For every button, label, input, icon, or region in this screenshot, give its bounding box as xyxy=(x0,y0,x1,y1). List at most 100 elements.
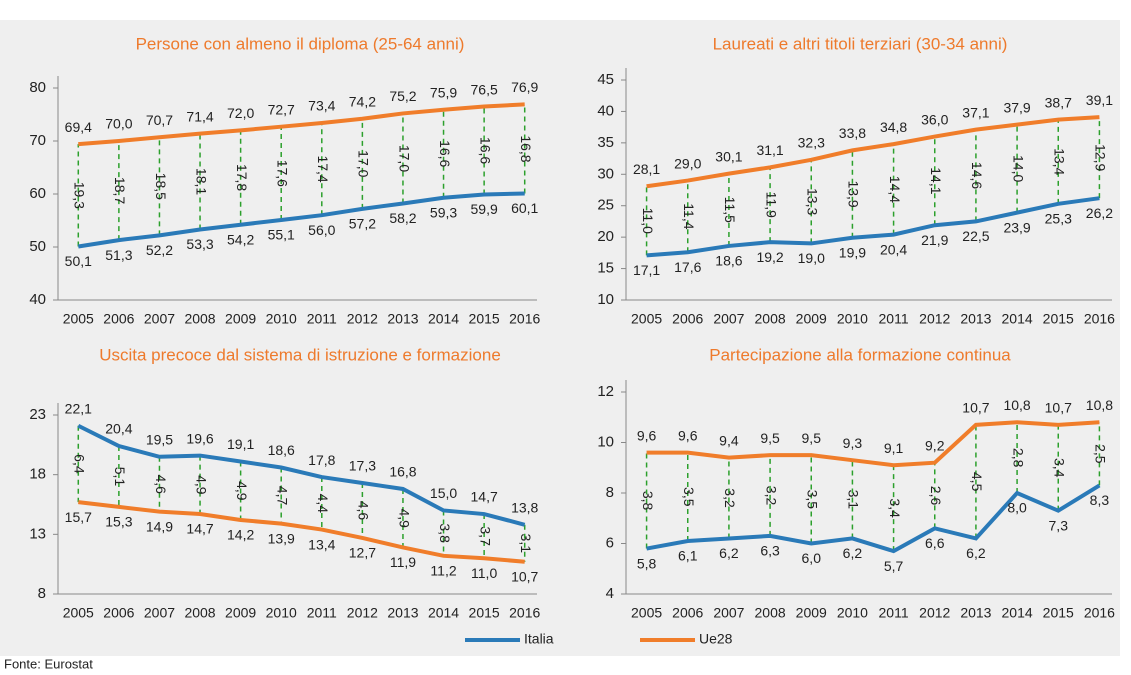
data-label: 14,7 xyxy=(186,521,213,537)
legend-label: Ue28 xyxy=(699,631,733,647)
difference-label: 3,2 xyxy=(763,486,779,506)
data-label: 59,9 xyxy=(471,201,498,217)
difference-label: 11,5 xyxy=(722,197,738,223)
x-tick-label: 2007 xyxy=(713,311,744,327)
difference-label: 13,4 xyxy=(1052,148,1068,175)
difference-label: 17,0 xyxy=(396,145,412,172)
data-label: 13,9 xyxy=(268,530,295,546)
chart-title: Uscita precoce dal sistema di istruzione… xyxy=(99,345,501,364)
chart-title: Partecipazione alla formazione continua xyxy=(709,345,1011,364)
data-label: 31,1 xyxy=(756,142,783,158)
data-label: 34,8 xyxy=(880,119,907,135)
data-label: 19,9 xyxy=(839,244,866,260)
data-label: 18,6 xyxy=(715,253,742,269)
x-tick-label: 2009 xyxy=(796,311,827,327)
difference-label: 11,9 xyxy=(763,192,779,218)
data-label: 37,1 xyxy=(962,104,989,120)
data-label: 15,7 xyxy=(65,509,92,525)
x-tick-label: 2008 xyxy=(184,311,215,327)
x-tick-label: 2013 xyxy=(960,605,991,621)
data-label: 17,8 xyxy=(308,452,335,468)
x-tick-label: 2014 xyxy=(428,311,459,327)
x-tick-label: 2006 xyxy=(672,605,703,621)
data-label: 9,5 xyxy=(760,430,780,446)
data-label: 22,5 xyxy=(962,228,989,244)
data-label: 9,4 xyxy=(719,432,739,448)
data-label: 58,2 xyxy=(389,210,416,226)
data-label: 14,2 xyxy=(227,527,254,543)
data-label: 11,9 xyxy=(390,554,416,570)
x-tick-label: 2016 xyxy=(1084,311,1115,327)
data-label: 19,0 xyxy=(798,250,825,266)
data-label: 51,3 xyxy=(105,247,132,263)
data-label: 6,0 xyxy=(802,550,822,566)
data-label: 7,3 xyxy=(1049,517,1069,533)
x-tick-label: 2006 xyxy=(103,311,134,327)
x-tick-label: 2011 xyxy=(307,605,337,621)
x-tick-label: 2015 xyxy=(1043,605,1074,621)
data-label: 30,1 xyxy=(715,148,742,164)
data-label: 57,2 xyxy=(349,216,376,232)
difference-label: 2,6 xyxy=(928,486,944,506)
x-tick-label: 2005 xyxy=(63,311,94,327)
data-label: 6,6 xyxy=(925,535,945,551)
x-tick-label: 2012 xyxy=(347,311,378,327)
data-label: 8,0 xyxy=(1007,500,1027,516)
x-tick-label: 2007 xyxy=(144,311,175,327)
series-line xyxy=(77,191,525,249)
data-label: 12,7 xyxy=(349,545,376,561)
data-label: 76,5 xyxy=(471,81,498,97)
x-tick-label: 2013 xyxy=(960,311,991,327)
data-label: 72,7 xyxy=(268,101,295,117)
x-tick-label: 2014 xyxy=(428,605,459,621)
x-tick-label: 2008 xyxy=(755,311,786,327)
x-tick-label: 2007 xyxy=(144,605,175,621)
data-label: 15,3 xyxy=(105,514,132,530)
difference-label: 3,1 xyxy=(518,534,534,554)
y-tick-label: 18 xyxy=(29,466,46,483)
y-tick-label: 23 xyxy=(29,406,46,423)
difference-label: 4,9 xyxy=(234,481,250,501)
data-label: 60,1 xyxy=(511,200,538,216)
series-line xyxy=(646,196,1100,258)
difference-label: 14,4 xyxy=(887,176,903,203)
chart-title: Persone con almeno il diploma (25-64 ann… xyxy=(136,34,465,53)
data-label: 33,8 xyxy=(839,125,866,141)
data-label: 53,3 xyxy=(186,236,213,252)
difference-label: 3,5 xyxy=(805,490,821,510)
x-tick-label: 2012 xyxy=(347,605,378,621)
data-label: 19,1 xyxy=(227,436,254,452)
data-label: 28,1 xyxy=(633,161,660,177)
difference-label: 3,4 xyxy=(887,498,903,518)
data-label: 32,3 xyxy=(798,135,825,151)
series-line xyxy=(78,102,525,147)
difference-label: 19,3 xyxy=(72,182,88,209)
x-tick-label: 2012 xyxy=(919,311,950,327)
x-tick-label: 2016 xyxy=(509,311,540,327)
difference-label: 3,8 xyxy=(640,491,656,511)
x-tick-label: 2008 xyxy=(184,605,215,621)
difference-label: 14,1 xyxy=(928,167,944,194)
y-tick-label: 4 xyxy=(606,585,614,602)
y-tick-label: 60 xyxy=(29,185,46,202)
x-tick-label: 2006 xyxy=(672,311,703,327)
x-tick-label: 2006 xyxy=(103,605,134,621)
x-tick-label: 2009 xyxy=(225,605,256,621)
data-label: 13,4 xyxy=(308,536,335,552)
data-label: 74,2 xyxy=(349,93,376,109)
difference-label: 3,4 xyxy=(1052,458,1068,478)
data-label: 56,0 xyxy=(308,222,335,238)
data-label: 6,3 xyxy=(760,543,780,559)
data-label: 55,1 xyxy=(268,227,295,243)
data-label: 19,2 xyxy=(756,249,783,265)
y-tick-label: 15 xyxy=(597,260,614,277)
difference-label: 13,9 xyxy=(846,180,862,207)
data-label: 9,6 xyxy=(678,427,698,443)
data-label: 11,2 xyxy=(430,563,456,579)
y-tick-label: 6 xyxy=(606,534,614,551)
data-label: 70,7 xyxy=(146,112,173,128)
x-tick-label: 2011 xyxy=(879,605,909,621)
difference-label: 14,0 xyxy=(1010,155,1026,182)
difference-label: 14,6 xyxy=(969,162,985,189)
y-tick-label: 35 xyxy=(597,134,614,151)
